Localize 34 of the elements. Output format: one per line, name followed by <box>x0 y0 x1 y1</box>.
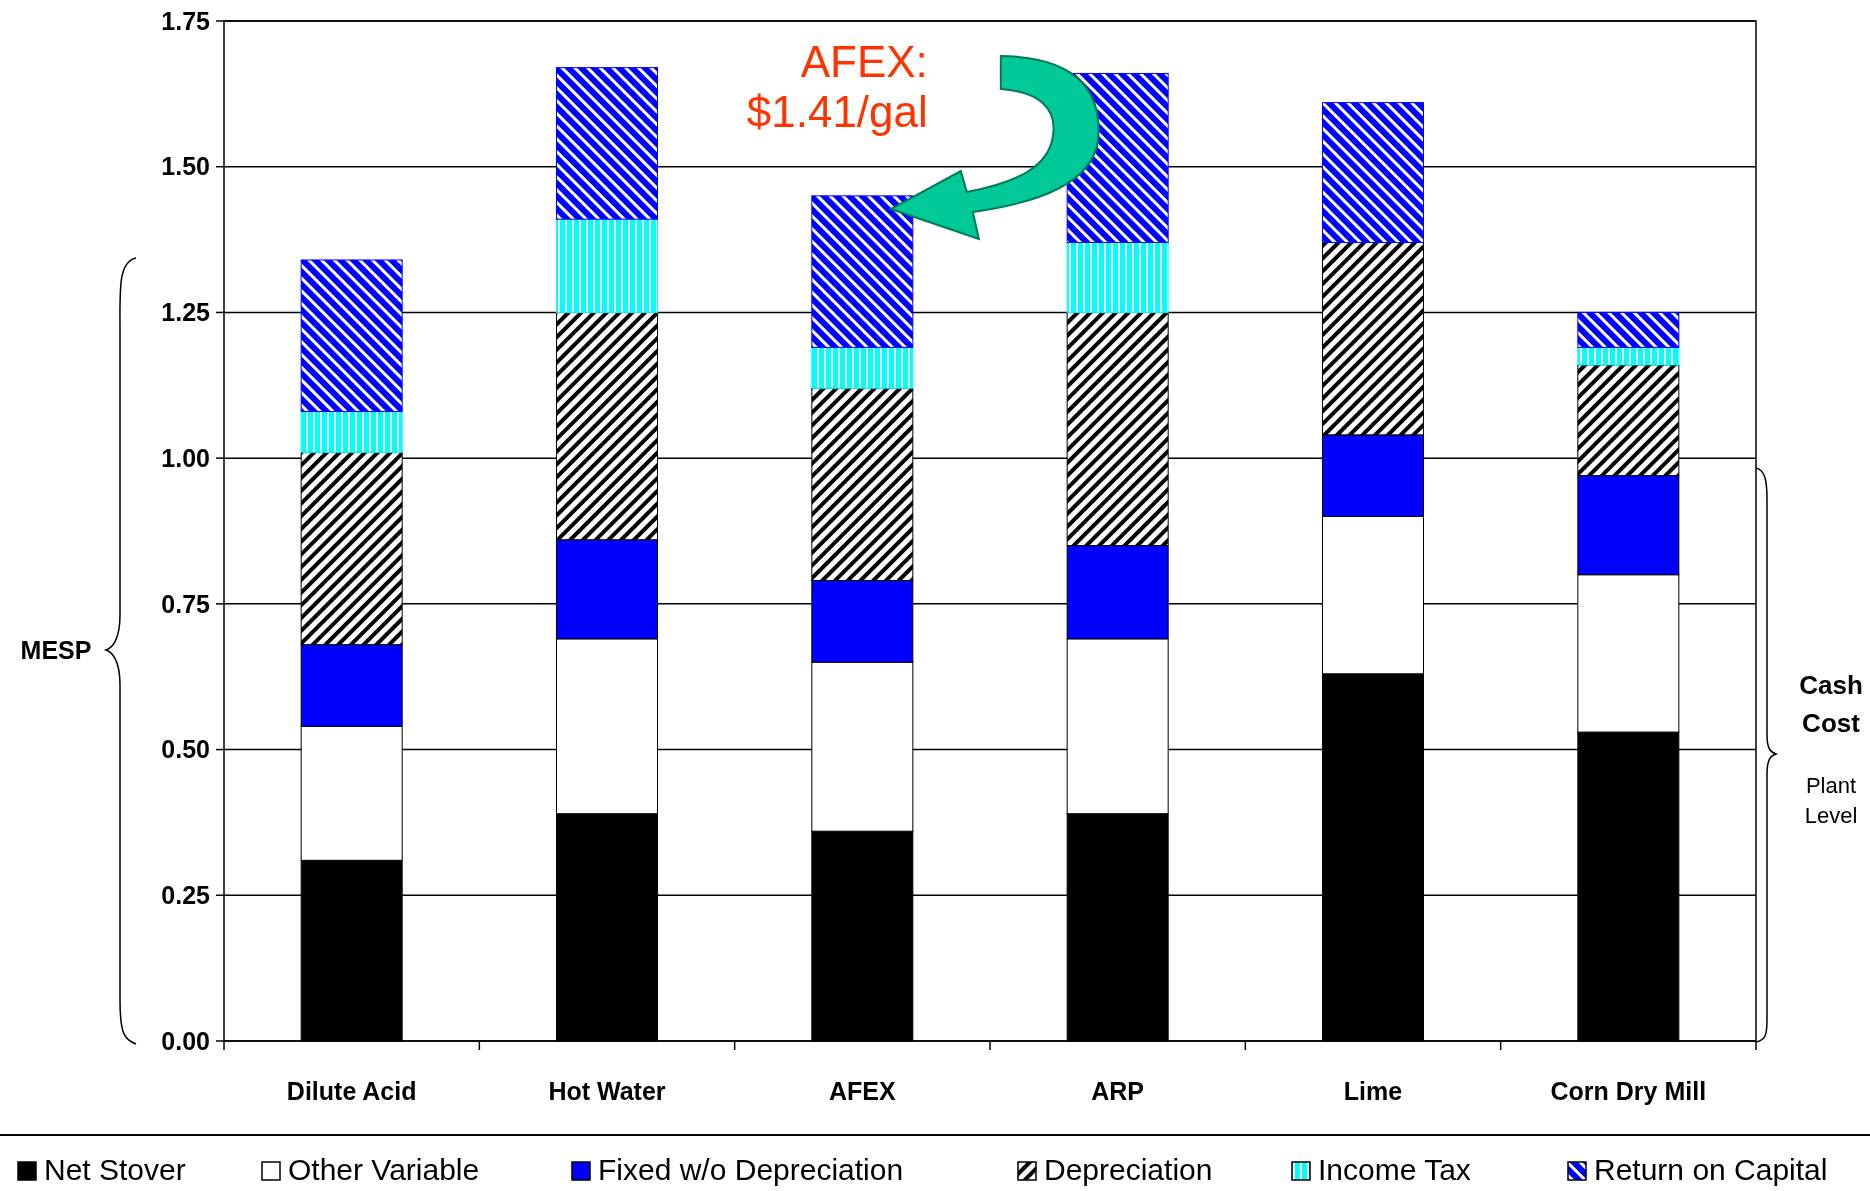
y-tick-label: 1.25 <box>161 298 211 327</box>
legend-label: Return on Capital <box>1594 1153 1828 1186</box>
bar <box>1066 241 1169 313</box>
bar <box>1322 102 1424 243</box>
legend-label: Income Tax <box>1318 1153 1471 1186</box>
legend-label: Net Stover <box>44 1153 186 1186</box>
y-tick-label: 0.00 <box>161 1026 210 1055</box>
bar <box>300 411 403 453</box>
x-tick-label: Lime <box>1343 1077 1403 1105</box>
text: Cash Cost <box>1799 670 1863 738</box>
y-tick-label: 1.00 <box>161 443 210 472</box>
legend-label: Depreciation <box>1044 1153 1213 1186</box>
x-tick-label: Hot Water <box>548 1077 666 1105</box>
x-tick-label: Corn Dry Mill <box>1550 1077 1707 1105</box>
x-tick-label: Dilute Acid <box>286 1077 417 1105</box>
text: Plant Level <box>1804 773 1858 828</box>
bar <box>1577 311 1680 348</box>
bar <box>556 67 658 220</box>
bar <box>811 195 914 348</box>
y-tick-label: 0.25 <box>161 881 211 910</box>
bar <box>1577 346 1680 366</box>
legend-label: Fixed w/o Depreciation <box>598 1153 904 1186</box>
x-tick-label: ARP <box>1091 1077 1145 1105</box>
y-tick-label: 1.50 <box>161 152 210 181</box>
y-tick-label: 0.50 <box>161 735 210 764</box>
bar <box>300 259 403 413</box>
annotation: AFEX: $1.41/gal <box>746 37 928 136</box>
x-tick-label: AFEX <box>828 1077 896 1105</box>
text: MESP <box>20 635 92 664</box>
bar <box>811 346 914 389</box>
y-tick-label: 0.75 <box>161 589 211 618</box>
y-tick-label: 1.75 <box>161 6 211 35</box>
legend-label: Other Variable <box>288 1153 480 1186</box>
bar <box>556 218 658 313</box>
